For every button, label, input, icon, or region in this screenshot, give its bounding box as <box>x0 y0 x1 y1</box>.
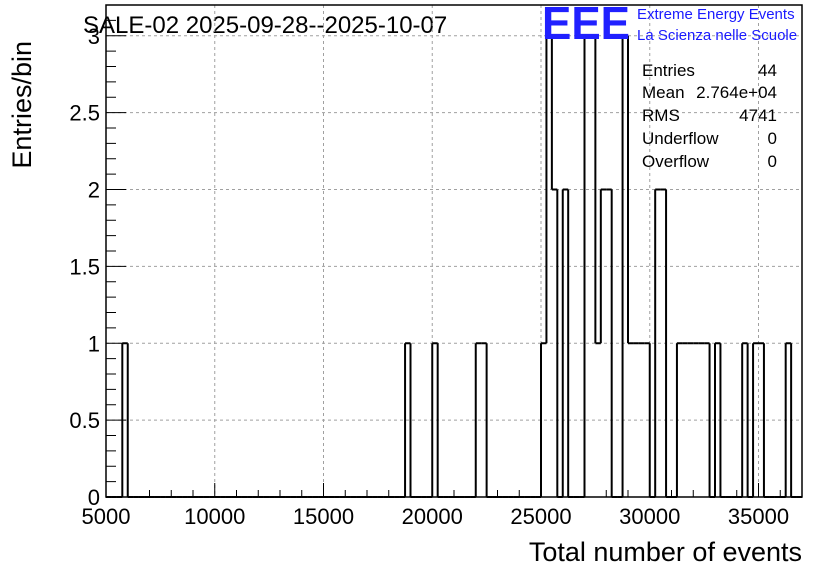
logo-line-2: La Scienza nelle Scuole <box>637 27 797 44</box>
stat-rms-value: 4741 <box>739 106 777 125</box>
stat-rms-label: RMS <box>642 106 680 125</box>
y-tick-label: 0.5 <box>69 408 100 433</box>
x-tick-labels: 5000 10000 15000 20000 25000 30000 35000 <box>82 504 790 529</box>
axis-ticks <box>105 4 803 498</box>
x-axis-title: Total number of events <box>529 537 802 567</box>
stat-entries-value: 44 <box>758 61 777 80</box>
eee-logo-mark: EEE <box>542 0 630 49</box>
y-tick-label: 2 <box>88 178 100 203</box>
stat-underflow-label: Underflow <box>642 129 719 148</box>
stat-entries-label: Entries <box>642 61 695 80</box>
y-tick-label: 2.5 <box>69 101 100 126</box>
stat-mean-value: 2.764e+04 <box>696 83 777 102</box>
y-tick-label: 1.5 <box>69 254 100 279</box>
y-tick-label: 3 <box>88 24 100 49</box>
chart-title: SALE-02 2025-09-28--2025-10-07 <box>83 12 447 39</box>
x-tick-label: 25000 <box>510 504 571 529</box>
stats-box: Entries 44 Mean 2.764e+04 RMS 4741 Under… <box>642 61 777 171</box>
y-tick-label: 1 <box>88 331 100 356</box>
stat-mean-label: Mean <box>642 83 685 102</box>
y-tick-label: 0 <box>88 485 100 510</box>
x-tick-label: 35000 <box>728 504 789 529</box>
x-tick-label: 30000 <box>619 504 680 529</box>
eee-logo: EEE Extreme Energy Events La Scienza nel… <box>542 0 797 49</box>
x-tick-label: 10000 <box>184 504 245 529</box>
x-tick-label: 20000 <box>402 504 463 529</box>
x-tick-label: 15000 <box>293 504 354 529</box>
stat-overflow-value: 0 <box>768 152 777 171</box>
x-tick-label: 5000 <box>82 504 131 529</box>
stat-overflow-label: Overflow <box>642 152 710 171</box>
stat-underflow-value: 0 <box>768 129 777 148</box>
y-tick-labels: 0 0.5 1 1.5 2 2.5 3 <box>69 24 100 510</box>
logo-line-1: Extreme Energy Events <box>637 6 795 23</box>
y-axis-title: Entries/bin <box>7 41 37 169</box>
